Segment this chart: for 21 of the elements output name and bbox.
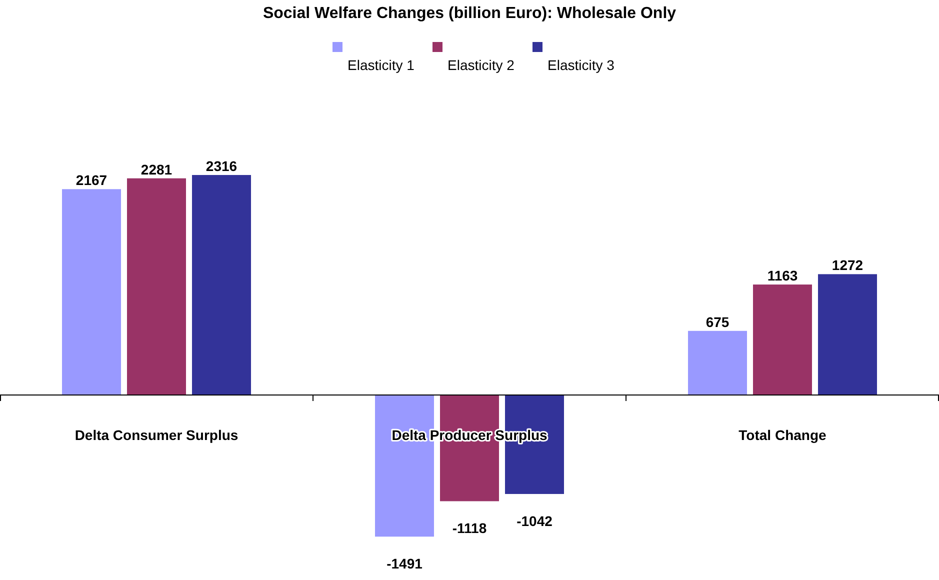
- data-label: -1491: [386, 556, 423, 572]
- data-label: 1272: [832, 257, 864, 274]
- legend-label: Elasticity 3: [548, 57, 615, 73]
- data-label: 1163: [767, 268, 798, 284]
- bar: [192, 175, 251, 395]
- legend-label: Elasticity 2: [448, 57, 515, 73]
- bar: [62, 189, 121, 395]
- data-label: 2167: [76, 172, 108, 188]
- data-label: -1118: [452, 520, 487, 536]
- bar: [818, 274, 877, 395]
- data-label: 675: [706, 314, 730, 330]
- bar: [127, 178, 186, 395]
- bar: [688, 330, 747, 395]
- data-label: 2316: [206, 158, 238, 174]
- legend-label: Elasticity 1: [348, 57, 415, 73]
- x-tick-label: Delta Consumer Surplus: [74, 427, 238, 443]
- data-label: 2281: [140, 161, 172, 178]
- x-tick-label: Total Change: [738, 427, 827, 443]
- bar: [753, 284, 812, 395]
- chart-title: Social Welfare Changes (billion Euro): Wholesale Only: [262, 5, 676, 22]
- data-label: -1042: [516, 512, 553, 529]
